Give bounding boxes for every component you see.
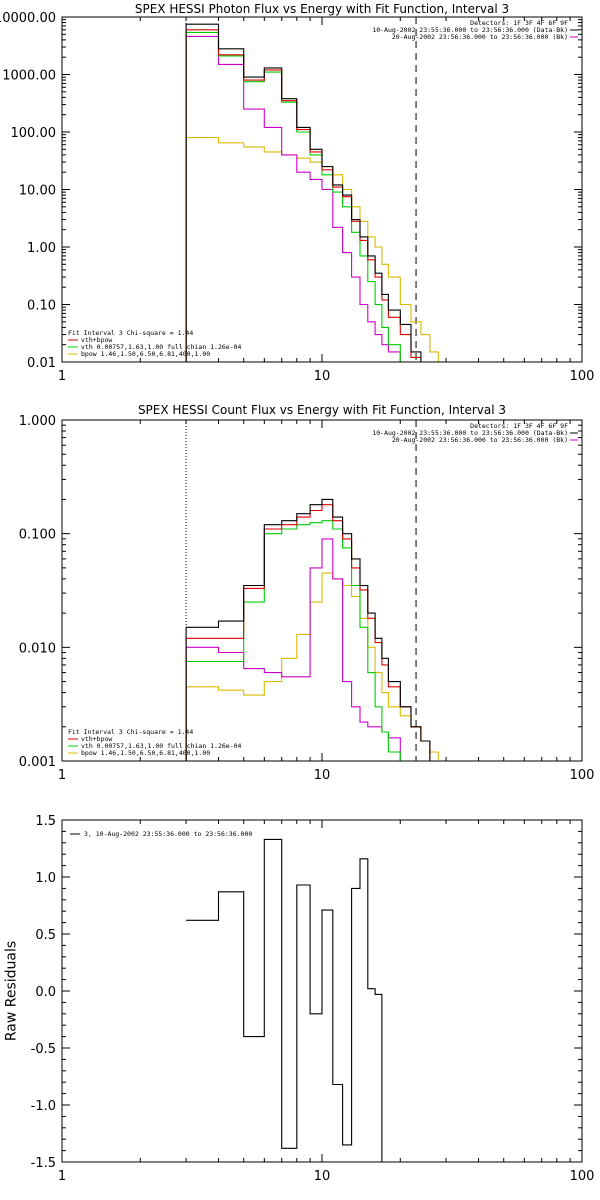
header-line: Detectors: 1F 3F 4F 6F 9F: [470, 422, 568, 430]
header-line: 10-Aug-2002 23:55:36.000 to 23:56:36.000…: [372, 26, 568, 34]
y-tick-label: 100.00: [11, 126, 57, 141]
y-tick-label: 0.100: [19, 528, 56, 543]
fit-legend-label: vth+bpow: [81, 735, 112, 743]
x-tick-label: 1: [58, 369, 66, 384]
plot-frame: [61, 819, 583, 1163]
y-tick-label: -1.0: [31, 1099, 56, 1114]
fit-legend-label: Fit Interval 3 Chi-square = 1.44: [68, 728, 193, 736]
y-axis-ticks: [62, 424, 582, 762]
fit-legend: Fit Interval 3 Chi-square = 1.44vth+bpow…: [68, 329, 242, 358]
y-tick-label: 1000.00: [2, 69, 56, 84]
y-tick-label: -0.5: [31, 1042, 56, 1057]
x-tick-label: 100: [570, 369, 595, 384]
series-group: [186, 838, 411, 1162]
chart-title: SPEX HESSI Count Flux vs Energy with Fit…: [138, 403, 506, 417]
chart-panel-1: SPEX HESSI Photon Flux vs Energy with Fi…: [0, 2, 594, 384]
x-tick-label: 10: [314, 1169, 331, 1184]
y-tick-label: 0.01: [27, 356, 56, 371]
chart-title: SPEX HESSI Photon Flux vs Energy with Fi…: [135, 2, 509, 16]
x-tick-label: 10: [314, 768, 331, 783]
y-tick-label: 1.0: [35, 871, 56, 886]
series-vth-bpow: [185, 29, 422, 362]
series-3-10-aug-2002-23-55-36-0: [186, 838, 411, 1162]
header-line: 20-Aug-2002 23:56:36.000 to 23:56:36.000…: [392, 33, 568, 41]
y-tick-label: 0.5: [35, 928, 56, 943]
plot-frame: [61, 16, 583, 363]
y-tick-label: 1.000: [19, 414, 56, 429]
series-thick: [185, 538, 401, 761]
legend: 3, 10-Aug-2002 23:55:36.000 to 23:56:36.…: [70, 830, 252, 838]
x-axis-ticks: [61, 820, 571, 1162]
x-axis-ticks: [61, 420, 571, 761]
fit-legend-label: bpow 1.46,1.50,6.50,6.81,400,1.00: [81, 350, 210, 358]
y-tick-label: 0.010: [19, 641, 56, 656]
y-tick-label: 0.10: [27, 299, 56, 314]
fit-legend-label: vth 0.00757,1.63,1.00 full chian 1.26e-0…: [81, 742, 242, 750]
x-tick-label: 10: [314, 369, 331, 384]
x-tick-label: 100: [570, 1169, 595, 1184]
series-vth-0-00757-1-63-1-00-fu: [185, 31, 411, 362]
fit-legend-label: vth+bpow: [81, 336, 112, 344]
y-tick-label: 1.5: [35, 814, 56, 829]
header-line: Detectors: 1F 3F 4F 6F 9F: [470, 19, 568, 27]
y-tick-label: 1.00: [27, 241, 56, 256]
y-tick-label: 0.0: [35, 985, 56, 1000]
y-tick-label: 0.001: [19, 755, 56, 770]
series-thick: [185, 35, 401, 362]
chart-panel-2: SPEX HESSI Count Flux vs Energy with Fit…: [19, 403, 595, 783]
series-group: [185, 498, 439, 761]
fit-legend-label: bpow 1.46,1.50,6.50,6.81,400,1.00: [81, 749, 210, 757]
fit-legend-label: Fit Interval 3 Chi-square = 1.44: [68, 329, 193, 337]
y-axis-ticks: [62, 19, 582, 363]
legend-label: 3, 10-Aug-2002 23:55:36.000 to 23:56:36.…: [84, 830, 252, 838]
y-tick-label: -1.5: [31, 1156, 56, 1171]
series-group: [185, 23, 447, 362]
chart-panel-3: Raw Residuals 1 10 100 -1.5 -1.0 -0.5 0.0 0.5 1.0…: [4, 814, 595, 1184]
x-tick-label: 1: [58, 1169, 66, 1184]
header-line: 10-Aug-2002 23:55:36.000 to 23:56:36.000…: [372, 429, 568, 437]
x-tick-label: 100: [570, 768, 595, 783]
x-axis-ticks: [61, 17, 571, 362]
plot-frame: [61, 419, 583, 762]
fit-legend: Fit Interval 3 Chi-square = 1.44vth+bpow…: [68, 728, 242, 757]
series-data: [185, 498, 431, 761]
header-line: 20-Aug-2002 23:56:36.000 to 23:56:36.000…: [392, 436, 568, 444]
fit-legend-label: vth 0.00757,1.63,1.00 full chian 1.26e-0…: [81, 343, 242, 351]
x-tick-label: 1: [58, 768, 66, 783]
y-axis-ticks: [62, 819, 582, 1163]
series-bpow-1-46-1-50-6-50-6-81: [185, 137, 447, 362]
y-axis-label: Raw Residuals: [4, 941, 20, 1041]
y-tick-label: 10.00: [19, 184, 56, 199]
series-data: [185, 23, 422, 362]
series-vth-bpow: [185, 504, 431, 761]
series-bpow-1-46-1-50-6-50-6-81: [185, 572, 439, 761]
y-tick-label: 10000.00: [0, 11, 56, 26]
